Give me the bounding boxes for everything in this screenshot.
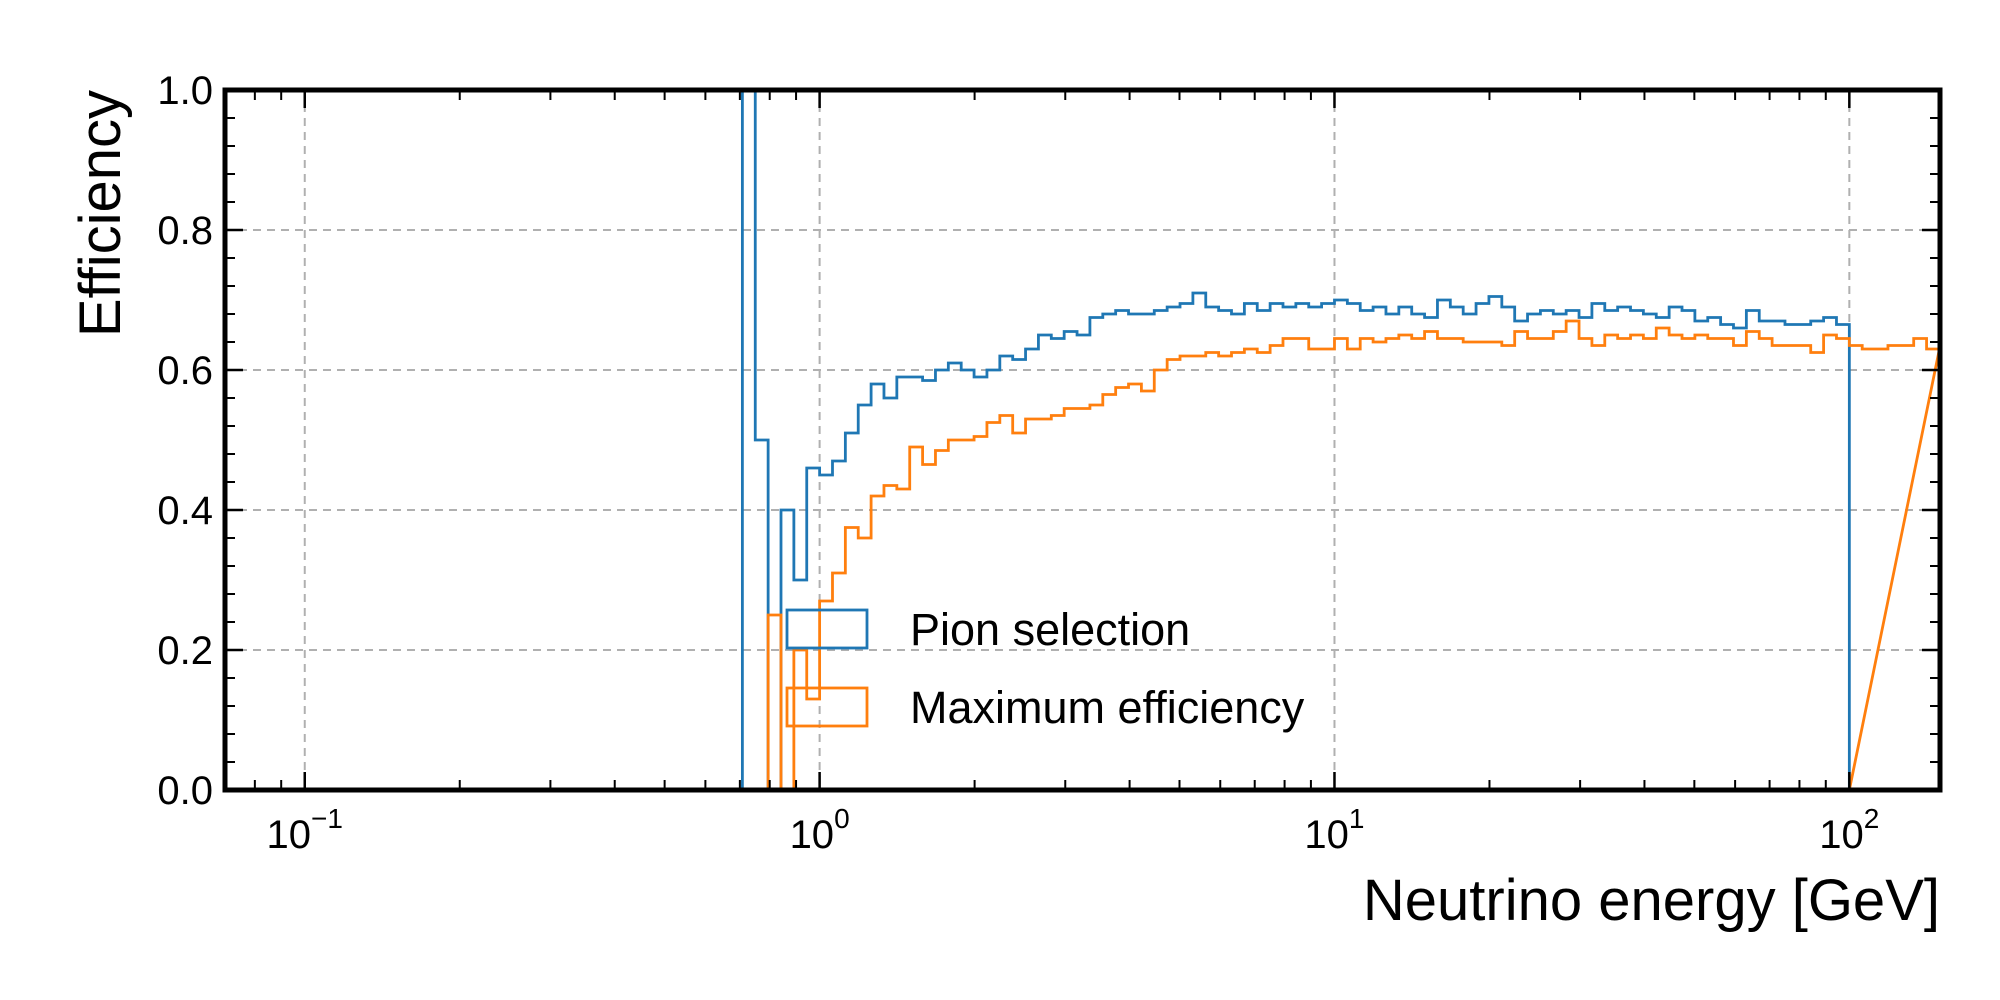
legend: Pion selection Maximum efficiency bbox=[785, 604, 1305, 733]
x-tick-label: 101 bbox=[1304, 803, 1364, 857]
y-tick-label: 0.0 bbox=[157, 769, 213, 813]
legend-swatch-maximum-efficiency bbox=[785, 686, 869, 728]
tick-labels: 0.0 0.2 0.4 0.6 0.8 1.0 10−1 100 101 102 bbox=[157, 69, 1879, 857]
y-tick-label: 0.8 bbox=[157, 209, 213, 253]
plot-frame bbox=[222, 87, 1943, 793]
legend-swatch-pion-selection bbox=[785, 608, 869, 650]
series-maximum-efficiency-histogram bbox=[510, 319, 1942, 792]
x-axis-title: Neutrino energy [GeV] bbox=[1363, 868, 1940, 933]
y-tick-label: 1.0 bbox=[157, 69, 213, 113]
y-tick-label: 0.6 bbox=[157, 349, 213, 393]
x-tick-label: 10−1 bbox=[267, 803, 343, 857]
y-axis-title: Efficiency bbox=[68, 90, 133, 337]
series-pion-selection-histogram bbox=[510, 88, 1851, 792]
series-layer bbox=[510, 88, 1942, 792]
legend-label-pion-selection: Pion selection bbox=[910, 604, 1190, 655]
x-tick-label: 102 bbox=[1819, 803, 1879, 857]
x-tick-label: 100 bbox=[790, 803, 850, 857]
legend-label-maximum-efficiency: Maximum efficiency bbox=[910, 682, 1305, 733]
y-tick-label: 0.2 bbox=[157, 629, 213, 673]
grid bbox=[225, 90, 1940, 790]
y-tick-label: 0.4 bbox=[157, 489, 213, 533]
